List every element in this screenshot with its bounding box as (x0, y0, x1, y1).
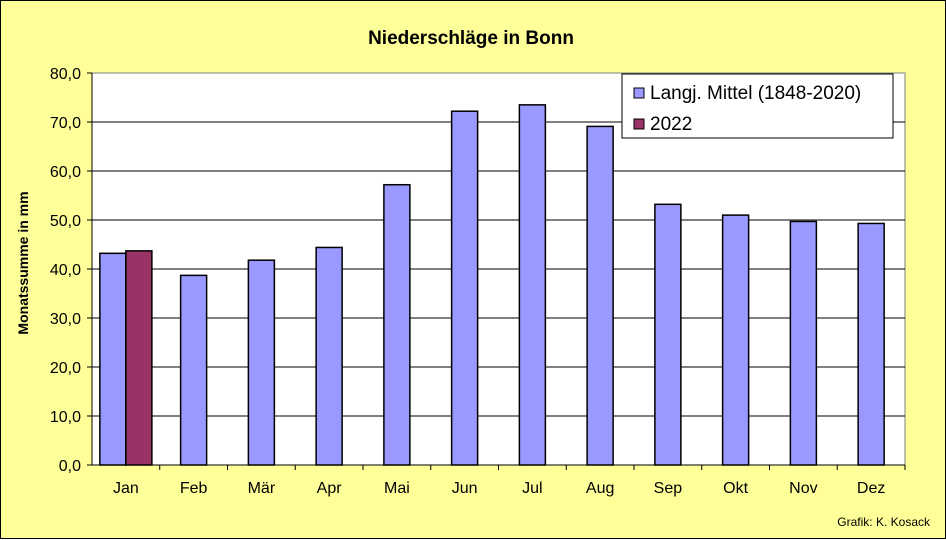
bar-mean-Sep (654, 203, 682, 466)
bar-mean-Nov (789, 220, 818, 466)
bar-mean-Jan (99, 252, 127, 466)
legend: Langj. Mittel (1848-2020) 2022 (621, 73, 894, 139)
legend-swatch-mean (633, 87, 645, 99)
y-tick-label: 10,0 (50, 409, 81, 426)
y-tick-label: 40,0 (50, 262, 81, 279)
x-tick-label: Jun (452, 480, 478, 497)
legend-label-mean: Langj. Mittel (1848-2020) (650, 83, 861, 104)
x-tick-label: Jan (113, 480, 139, 497)
legend-label-2022: 2022 (650, 114, 692, 135)
bars (99, 104, 885, 466)
bar-mean-Mai (383, 183, 411, 466)
y-tick-labels: 0,0 10,0 20,0 30,0 40,0 50,0 60,0 70,0 80,0 (50, 66, 92, 475)
bar-mean-Jul (518, 104, 547, 466)
x-tick-label: Okt (723, 480, 748, 497)
x-tick-label: Dez (857, 480, 885, 497)
bar-mean-Jun (450, 110, 479, 466)
y-tick-label: 30,0 (50, 311, 81, 328)
x-tick-labels: Jan Feb Mär Apr Mai Jun Jul Aug Sep Okt Nov Dez (113, 465, 906, 497)
x-tick-label: Aug (586, 480, 614, 497)
legend-box (621, 73, 894, 139)
bar-mean-Okt (721, 214, 750, 466)
y-tick-label: 80,0 (50, 66, 81, 83)
y-axis-label: Monatssumme in mm (15, 191, 31, 334)
y-tick-label: 70,0 (50, 115, 81, 132)
x-tick-label: Apr (317, 480, 343, 497)
x-tick-label: Feb (180, 480, 208, 497)
bar-mean-Mär (247, 259, 276, 466)
y-tick-label: 60,0 (50, 164, 81, 181)
credit-text: Grafik: K. Kosack (837, 515, 931, 529)
x-tick-label: Nov (789, 480, 817, 497)
bar-mean-Aug (586, 125, 614, 466)
y-tick-label: 50,0 (50, 213, 81, 230)
x-tick-label: Mai (384, 480, 410, 497)
bar-mean-Dez (857, 222, 885, 466)
x-tick-label: Mär (248, 480, 276, 497)
bar-2022-Jan (125, 250, 153, 466)
legend-swatch-2022 (633, 118, 645, 130)
y-tick-label: 20,0 (50, 360, 81, 377)
bar-mean-Feb (179, 274, 208, 466)
x-tick-label: Sep (654, 480, 683, 497)
chart-title: Niederschläge in Bonn (368, 28, 574, 49)
x-tick-label: Jul (522, 480, 542, 497)
bar-mean-Apr (315, 246, 343, 466)
y-tick-label: 0,0 (59, 458, 81, 475)
